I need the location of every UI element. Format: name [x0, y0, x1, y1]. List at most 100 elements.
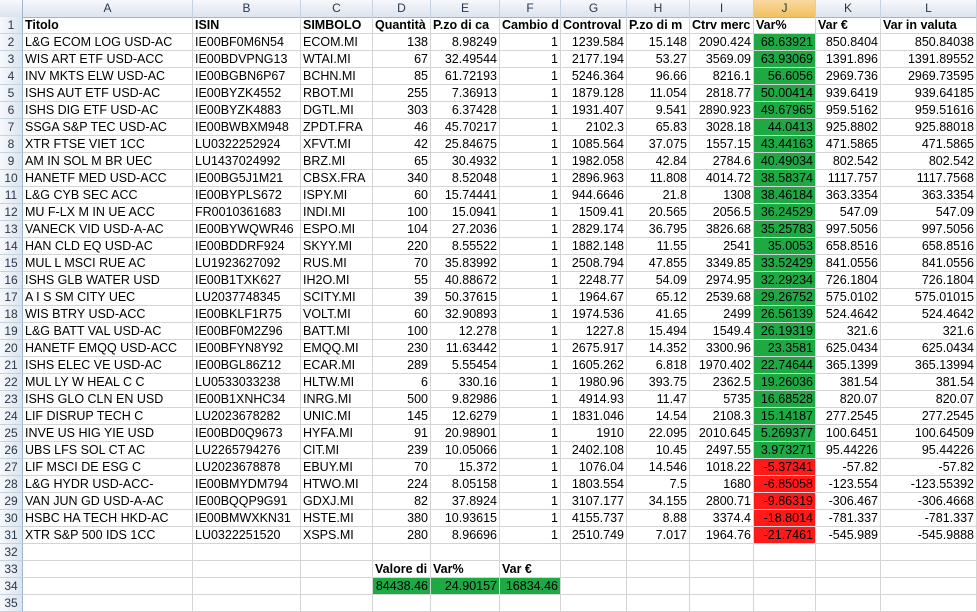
cell[interactable]: IE00BDDRF924	[193, 238, 301, 255]
cell[interactable]: 2969.736	[816, 68, 881, 85]
cell[interactable]: IE00B1TXK627	[193, 272, 301, 289]
cell[interactable]: VOLT.MI	[301, 306, 373, 323]
cell[interactable]	[193, 544, 301, 561]
row-header[interactable]: 21	[0, 357, 23, 374]
cell[interactable]: XTR S&P 500 IDS 1CC	[23, 527, 193, 544]
cell[interactable]: Controval	[561, 17, 627, 34]
cell[interactable]: VAN JUN GD USD-A-AC	[23, 493, 193, 510]
cell[interactable]: 802.542	[881, 153, 977, 170]
cell[interactable]: 997.5056	[816, 221, 881, 238]
cell[interactable]: 1076.04	[561, 459, 627, 476]
cell[interactable]: INVE US HIG YIE USD	[23, 425, 193, 442]
cell[interactable]: 939.64185	[881, 85, 977, 102]
cell[interactable]: 1	[500, 391, 561, 408]
cell[interactable]: 3374.4	[690, 510, 754, 527]
cell[interactable]: LU2023678282	[193, 408, 301, 425]
cell[interactable]: -9.86319	[754, 493, 816, 510]
cell[interactable]: 32.49544	[431, 51, 500, 68]
cell[interactable]	[816, 578, 881, 595]
cell[interactable]: 40.88672	[431, 272, 500, 289]
cell[interactable]: Var €	[500, 561, 561, 578]
cell[interactable]: -545.989	[816, 527, 881, 544]
cell[interactable]: 1239.584	[561, 34, 627, 51]
cell[interactable]	[193, 561, 301, 578]
cell[interactable]: 100	[373, 204, 431, 221]
row-header[interactable]: 1	[0, 17, 23, 34]
cell[interactable]: 2090.424	[690, 34, 754, 51]
cell[interactable]: 1	[500, 255, 561, 272]
cell[interactable]: AM IN SOL M BR UEC	[23, 153, 193, 170]
cell[interactable]: 1	[500, 340, 561, 357]
cell[interactable]: VANECK VID USD-A-AC	[23, 221, 193, 238]
cell[interactable]: 10.05066	[431, 442, 500, 459]
cell[interactable]: 1605.262	[561, 357, 627, 374]
cell[interactable]: 138	[373, 34, 431, 51]
cell[interactable]: 1974.536	[561, 306, 627, 323]
cell[interactable]: -123.554	[816, 476, 881, 493]
cell[interactable]	[23, 578, 193, 595]
cell[interactable]: 1308	[690, 187, 754, 204]
cell[interactable]	[301, 578, 373, 595]
cell[interactable]: 959.51616	[881, 102, 977, 119]
cell[interactable]: 1964.76	[690, 527, 754, 544]
cell[interactable]: 1	[500, 408, 561, 425]
cell[interactable]: IE00BKLF1R75	[193, 306, 301, 323]
cell[interactable]: 1	[500, 136, 561, 153]
cell[interactable]: 15.14187	[754, 408, 816, 425]
row-header[interactable]: 6	[0, 102, 23, 119]
cell[interactable]: 471.5865	[816, 136, 881, 153]
row-header[interactable]: 2	[0, 34, 23, 51]
cell[interactable]: INV MKTS ELW USD-AC	[23, 68, 193, 85]
cell[interactable]	[301, 561, 373, 578]
cell[interactable]: 1	[500, 374, 561, 391]
cell[interactable]: 26.19319	[754, 323, 816, 340]
cell[interactable]: 1	[500, 459, 561, 476]
cell[interactable]: 255	[373, 85, 431, 102]
cell[interactable]: 1	[500, 442, 561, 459]
cell[interactable]: ISPY.MI	[301, 187, 373, 204]
cell[interactable]: 15.148	[627, 34, 690, 51]
cell[interactable]: 60	[373, 306, 431, 323]
cell[interactable]: 10.45	[627, 442, 690, 459]
cell[interactable]: SCITY.MI	[301, 289, 373, 306]
cell[interactable]: 1557.15	[690, 136, 754, 153]
cell[interactable]: 1117.757	[816, 170, 881, 187]
cell[interactable]: 8.88	[627, 510, 690, 527]
cell[interactable]: BATT.MI	[301, 323, 373, 340]
cell[interactable]: 22.74644	[754, 357, 816, 374]
cell[interactable]	[754, 578, 816, 595]
row-header[interactable]: 13	[0, 221, 23, 238]
cell[interactable]: 19.26036	[754, 374, 816, 391]
row-header[interactable]: 14	[0, 238, 23, 255]
cell[interactable]: IE00BQQP9G91	[193, 493, 301, 510]
cell[interactable]: 959.5162	[816, 102, 881, 119]
cell[interactable]: IE00BMWXKN31	[193, 510, 301, 527]
cell[interactable]: 70	[373, 255, 431, 272]
column-header-l[interactable]: L	[881, 0, 977, 17]
cell[interactable]: WIS BTRY USD-ACC	[23, 306, 193, 323]
cell[interactable]: IE00B1XNHC34	[193, 391, 301, 408]
cell[interactable]: GDXJ.MI	[301, 493, 373, 510]
cell[interactable]: 471.5865	[881, 136, 977, 153]
cell[interactable]: 14.352	[627, 340, 690, 357]
cell[interactable]: 220	[373, 238, 431, 255]
cell[interactable]: 2499	[690, 306, 754, 323]
cell[interactable]: 65.12	[627, 289, 690, 306]
cell[interactable]: 3028.18	[690, 119, 754, 136]
row-header[interactable]: 29	[0, 493, 23, 510]
cell[interactable]: 1227.8	[561, 323, 627, 340]
cell[interactable]	[690, 561, 754, 578]
cell[interactable]: 37.8924	[431, 493, 500, 510]
cell[interactable]: ISHS ELEC VE USD-AC	[23, 357, 193, 374]
cell[interactable]: 1831.046	[561, 408, 627, 425]
cell[interactable]: 14.546	[627, 459, 690, 476]
cell[interactable]	[690, 544, 754, 561]
cell[interactable]: 8.98249	[431, 34, 500, 51]
cell[interactable]: ECAR.MI	[301, 357, 373, 374]
cell[interactable]: 36.24529	[754, 204, 816, 221]
cell[interactable]	[23, 544, 193, 561]
cell[interactable]: UNIC.MI	[301, 408, 373, 425]
cell[interactable]: INDI.MI	[301, 204, 373, 221]
cell[interactable]: FR0010361683	[193, 204, 301, 221]
cell[interactable]: 500	[373, 391, 431, 408]
